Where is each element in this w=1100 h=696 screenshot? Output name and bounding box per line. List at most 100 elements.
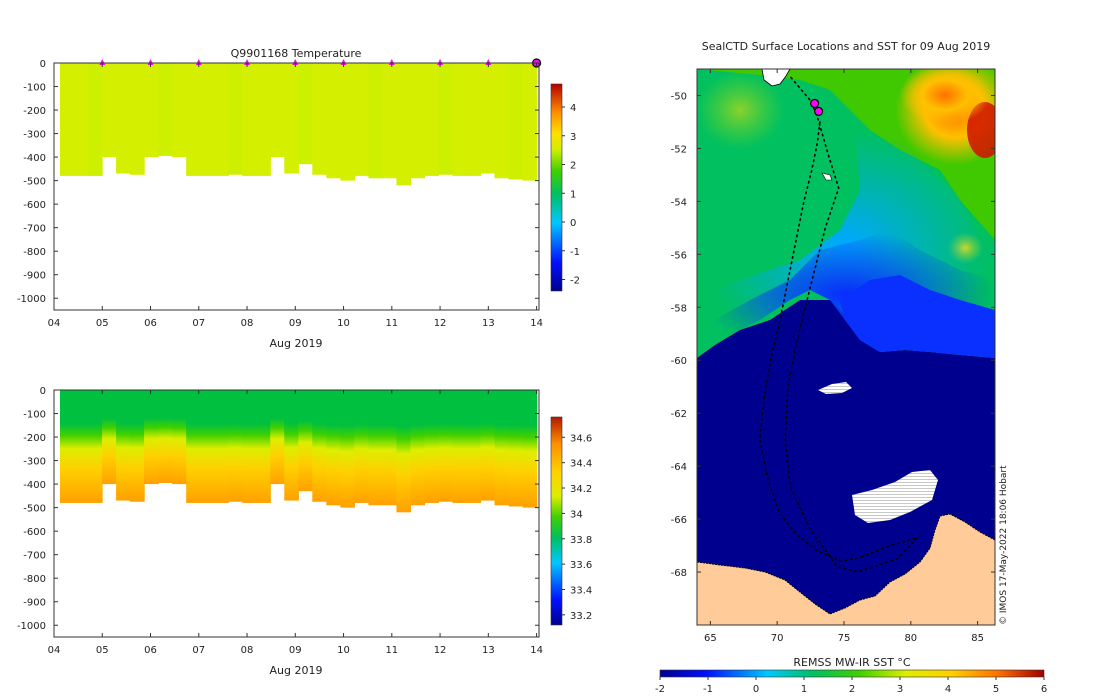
salinity-plot-frame <box>53 389 540 638</box>
profile-column <box>130 63 145 175</box>
profile-column <box>382 390 398 506</box>
profile-column <box>340 390 355 508</box>
temperature-colorbar <box>550 83 563 292</box>
profile-column <box>312 63 327 175</box>
profile-column <box>256 390 271 503</box>
sst-field <box>697 69 995 625</box>
profile-column <box>130 390 145 502</box>
imos-credit: © IMOS 17-May-2022 18:06 Hobart <box>999 465 1009 625</box>
colorbar-tick-label: -1 <box>570 247 580 258</box>
y-tick-label: -900 <box>23 598 46 609</box>
salinity-heatmap <box>60 390 538 513</box>
profile-column <box>242 390 257 503</box>
salinity-section-panel: 0 -100 -200 -300 -400 -500 -600 -700 -800 -900 -10… <box>17 386 592 677</box>
profile-column <box>508 63 524 180</box>
profile-column <box>410 390 426 506</box>
latitude-tick-label: -54 <box>671 197 687 208</box>
sst-colorbar-tick-label: 3 <box>897 684 903 695</box>
profile-column <box>410 63 426 179</box>
colorbar-tick-label: 34 <box>570 509 583 520</box>
y-tick-label: -600 <box>23 200 46 211</box>
temperature-x-tick-labels: 04 05 06 07 08 09 10 11 12 13 14 <box>48 318 543 329</box>
colorbar-tick-label: 34.6 <box>570 433 592 444</box>
y-tick-label: -1000 <box>17 294 46 305</box>
colorbar-tick-label: 33.4 <box>570 585 592 596</box>
latitude-tick-label: -52 <box>671 144 687 155</box>
x-tick-label: 07 <box>192 645 205 656</box>
profile-column <box>172 63 187 158</box>
profile-column <box>298 390 313 492</box>
temperature-plot-frame <box>53 62 540 311</box>
latitude-tick-label: -68 <box>671 568 687 579</box>
map-title: SealCTD Surface Locations and SST for 09… <box>702 40 991 53</box>
sst-colorbar-labels: -2 -1 0 1 2 3 4 5 6 <box>655 677 1047 695</box>
colorbar-tick-label: -2 <box>570 276 580 287</box>
salinity-axes <box>53 389 539 637</box>
profile-column <box>480 63 496 174</box>
y-tick-label: -100 <box>23 83 46 94</box>
profile-column <box>214 63 229 176</box>
temperature-colorbar-labels: 4 3 2 1 0 -1 -2 <box>562 103 580 287</box>
profile-column <box>172 390 187 485</box>
y-tick-label: -100 <box>23 410 46 421</box>
colorbar-tick-label: 3 <box>570 132 576 143</box>
profile-column <box>116 390 131 501</box>
y-tick-label: -1000 <box>17 621 46 632</box>
x-tick-label: 07 <box>192 318 205 329</box>
x-tick-label: 10 <box>337 645 350 656</box>
x-tick-label: 11 <box>385 318 398 329</box>
y-tick-label: -800 <box>23 247 46 258</box>
profile-column <box>522 390 538 508</box>
kerguelen-island <box>761 69 791 87</box>
x-tick-label: 05 <box>96 645 109 656</box>
y-tick-label: -600 <box>23 527 46 538</box>
profile-column <box>284 63 299 174</box>
longitude-tick-label: 80 <box>904 633 917 644</box>
profile-column <box>396 63 412 186</box>
y-tick-label: -300 <box>23 130 46 141</box>
latitude-tick-label: -56 <box>671 250 687 261</box>
profile-column <box>438 390 454 502</box>
x-tick-label: 06 <box>144 318 157 329</box>
y-tick-label: -500 <box>23 177 46 188</box>
x-tick-label: 08 <box>241 645 254 656</box>
salinity-x-tick-labels: 04 05 06 07 08 09 10 11 12 13 14 <box>48 645 543 656</box>
profile-column <box>74 63 89 176</box>
temperature-y-tick-labels: 0 -100 -200 -300 -400 -500 -600 -700 -800 -900 -10… <box>17 59 46 305</box>
profile-column <box>144 390 159 485</box>
sst-colorbar-tick-label: 4 <box>945 684 951 695</box>
x-tick-label: 08 <box>241 318 254 329</box>
profile-column <box>368 63 383 179</box>
temperature-section-panel: Q9901168 Temperature 0 -100 -200 -300 -400 -5… <box>17 47 580 350</box>
profile-column <box>60 63 75 176</box>
sst-colorbar-tick-label: 6 <box>1041 684 1047 695</box>
profile-column <box>284 390 299 501</box>
y-tick-label: -200 <box>23 106 46 117</box>
latitude-tick-label: -58 <box>671 303 687 314</box>
seal-position-marker <box>809 98 820 109</box>
profile-column <box>242 63 257 176</box>
sst-colorbar <box>659 669 1045 678</box>
longitude-tick-label: 85 <box>971 633 984 644</box>
colorbar-tick-label: 34.4 <box>570 459 592 470</box>
heard-island <box>821 172 833 181</box>
profile-column <box>116 63 131 174</box>
sst-colorbar-tick-label: 5 <box>993 684 999 695</box>
profile-column <box>186 63 201 176</box>
salinity-colorbar <box>550 416 563 626</box>
profile-column <box>102 390 117 485</box>
longitude-tick-label: 75 <box>838 633 851 644</box>
profile-column <box>228 390 243 502</box>
profile-column <box>158 390 173 483</box>
colorbar-tick-label: 2 <box>570 161 576 172</box>
profile-column <box>158 63 173 156</box>
profile-column <box>368 390 383 506</box>
y-tick-label: -300 <box>23 457 46 468</box>
profile-column <box>60 390 75 503</box>
x-tick-label: 04 <box>48 318 61 329</box>
seal-positions <box>809 98 824 116</box>
profile-column <box>424 63 440 176</box>
sst-map-panel: SealCTD Surface Locations and SST for 09… <box>655 40 1047 695</box>
sst-colorbar-tick-label: -2 <box>655 684 665 695</box>
sst-colorbar-tick-label: 0 <box>753 684 759 695</box>
